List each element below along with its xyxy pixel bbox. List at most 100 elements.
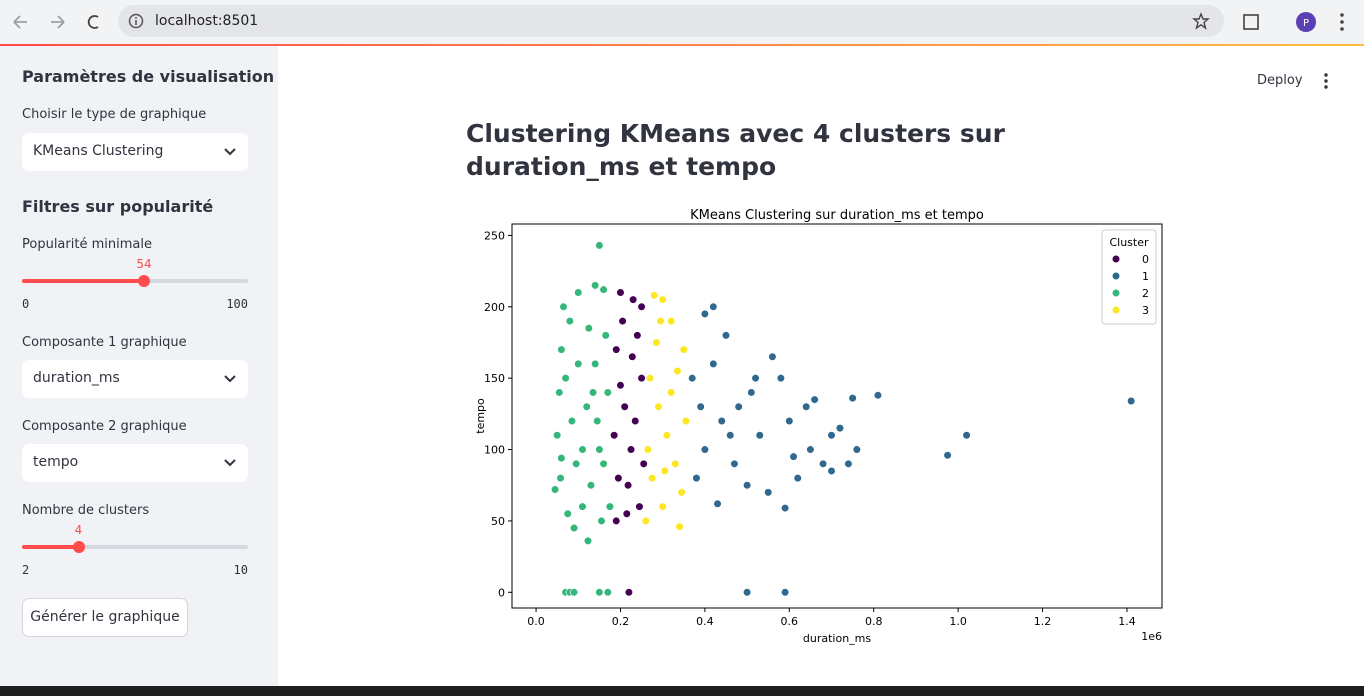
slider-thumb [72,541,85,553]
section-title: Filtres sur popularité [22,197,214,216]
legend-swatch [1111,271,1121,281]
point [572,459,581,468]
point [648,473,657,483]
deploy-button[interactable]: Deploy [1257,73,1303,88]
point [721,331,731,340]
point [616,288,625,297]
select-value: duration_ms [33,370,120,386]
svg-text:P: P [1303,18,1309,29]
point [742,481,752,490]
y-tick-label: 0 [498,586,505,599]
point [652,338,661,347]
y-tick-label: 200 [484,301,505,314]
point [700,445,709,454]
x-tick-label: 1.0 [949,615,967,628]
point [645,374,655,383]
browser-bar: localhost:8501 P [0,0,1364,44]
point [586,481,596,490]
point [569,588,579,597]
point [641,516,650,526]
point [612,516,621,526]
point [582,402,591,411]
point [603,588,612,597]
url-text: localhost:8501 [155,13,259,29]
point [595,588,604,597]
point [605,502,615,511]
point [637,302,646,311]
point [595,241,604,250]
x-tick-label: 0.6 [781,615,799,628]
nav-icons [13,15,99,29]
select[interactable]: duration_ms [22,360,248,398]
select[interactable]: KMeans Clustering [22,133,248,171]
slider-max: 10 [233,563,248,577]
point [591,281,600,290]
point [776,374,785,383]
x-tick-label: 0.8 [865,615,883,628]
point [584,324,593,333]
y-tick-label: 250 [484,229,505,242]
sidebar-title: Paramètres de visualisation [22,67,275,86]
point [658,502,667,511]
slider-label: Popularité minimale [22,237,152,252]
slider-value: 4 [74,523,83,537]
x-offset-label: 1e6 [1141,630,1162,643]
select[interactable]: tempo [22,444,248,482]
legend-box [1101,229,1157,325]
plot-frame [511,223,1163,609]
point [639,459,648,468]
point [557,454,566,463]
point [780,588,790,597]
point [688,374,697,383]
point [768,352,777,361]
select-value: KMeans Clustering [33,143,164,159]
point [550,485,560,494]
menu-icon[interactable] [1320,72,1332,90]
point [603,388,612,397]
point [802,402,811,411]
slider-value: 54 [136,257,152,271]
point [654,402,663,411]
point [806,445,815,454]
page-title: Clustering KMeans avec 4 clusters sur du… [466,119,1005,181]
point [742,588,752,597]
x-tick-label: 1.4 [1118,615,1136,628]
x-tick-label: 0.4 [696,615,714,628]
point [620,402,629,411]
point [574,359,583,368]
legend-swatch [1111,254,1121,264]
y-tick-label: 150 [484,372,505,385]
point [700,309,709,319]
point [565,316,574,326]
point [844,459,853,468]
point [635,502,644,511]
y-axis-label: tempo [474,398,487,434]
chevron [224,459,236,467]
point [656,316,665,326]
x-tick-label: 0.2 [612,615,630,628]
point [567,416,577,426]
point [709,359,718,368]
address-bar[interactable]: localhost:8501 [118,5,1224,37]
point [667,316,676,326]
legend-swatch [1111,305,1121,315]
point [618,316,627,326]
star-icon[interactable] [1192,12,1210,30]
slider-label: Nombre de clusters [22,503,150,518]
generate-button[interactable]: Générer le graphique [22,598,188,637]
point [601,331,610,340]
point [943,451,952,460]
point [835,424,845,433]
point [852,445,861,454]
point [628,352,637,361]
point [563,509,572,518]
point [677,488,686,497]
point [626,445,636,454]
point [583,536,593,546]
slider-fill [22,279,145,283]
y-tick-label: 50 [491,515,505,528]
point [730,459,739,468]
legend-label: 1 [1142,270,1149,283]
point [643,445,653,454]
point [696,402,705,411]
